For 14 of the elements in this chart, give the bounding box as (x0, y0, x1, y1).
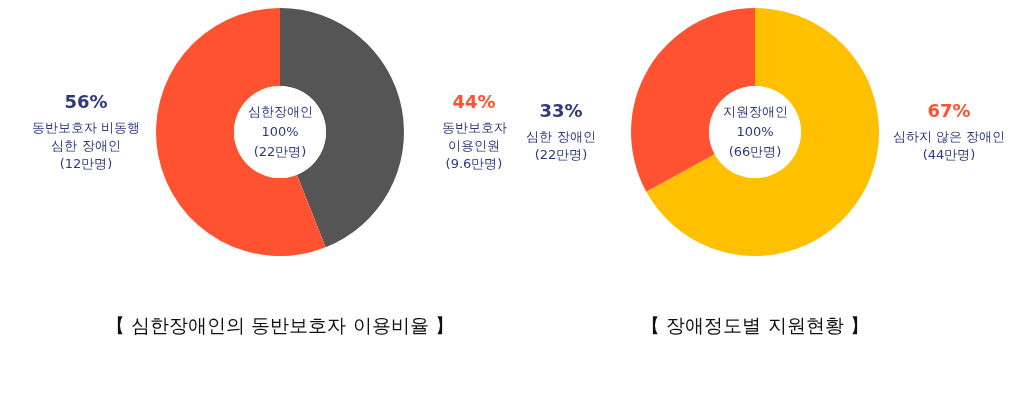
slice-label: 동반보호자 비동행 심한 장애인 (12만명) (31, 119, 141, 171)
data-label: 56% (64, 91, 108, 112)
slice-label: 심한 장애인 (22만명) (526, 128, 596, 162)
text: 【 심한장애인의 동반보호자 이용비율 】 (106, 313, 454, 336)
donut-slice (156, 8, 326, 256)
data-label: 44% (452, 91, 496, 112)
donut-slice (646, 8, 879, 256)
text: 지원장애인 100% (66만명) (722, 103, 788, 159)
text: 【 장애정도별 지원현황 】 (641, 313, 869, 336)
slice-label: 심하지 않은 장애인 (44만명) (892, 128, 1006, 162)
data-label: 67% (927, 100, 971, 121)
text: 심한장애인 100% (22만명) (247, 103, 313, 159)
slice-label: 동반보호자 이용인원 (9.6만명) (441, 119, 507, 171)
data-label: 33% (539, 100, 583, 121)
